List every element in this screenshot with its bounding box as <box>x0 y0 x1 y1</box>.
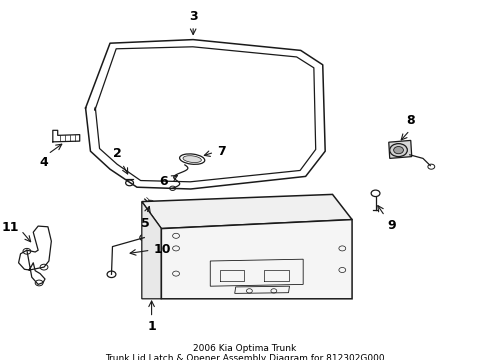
Text: 1: 1 <box>147 320 156 333</box>
Ellipse shape <box>183 156 201 162</box>
Text: 6: 6 <box>159 175 168 188</box>
Polygon shape <box>142 194 351 229</box>
Circle shape <box>147 200 154 205</box>
Polygon shape <box>142 202 161 299</box>
Text: 7: 7 <box>217 145 226 158</box>
Text: 5: 5 <box>141 217 150 230</box>
Text: 4: 4 <box>40 156 48 169</box>
Text: 10: 10 <box>154 243 171 256</box>
Text: 2006 Kia Optima Trunk
Trunk Lid Latch & Opener Assembly Diagram for 812302G000: 2006 Kia Optima Trunk Trunk Lid Latch & … <box>104 344 384 360</box>
Text: 11: 11 <box>1 221 19 234</box>
Text: 3: 3 <box>188 10 197 23</box>
Text: 8: 8 <box>406 114 414 127</box>
Text: 2: 2 <box>113 147 122 160</box>
Text: 9: 9 <box>387 219 396 231</box>
Polygon shape <box>161 220 351 299</box>
Circle shape <box>393 147 403 154</box>
Polygon shape <box>388 140 411 158</box>
Circle shape <box>389 144 407 157</box>
